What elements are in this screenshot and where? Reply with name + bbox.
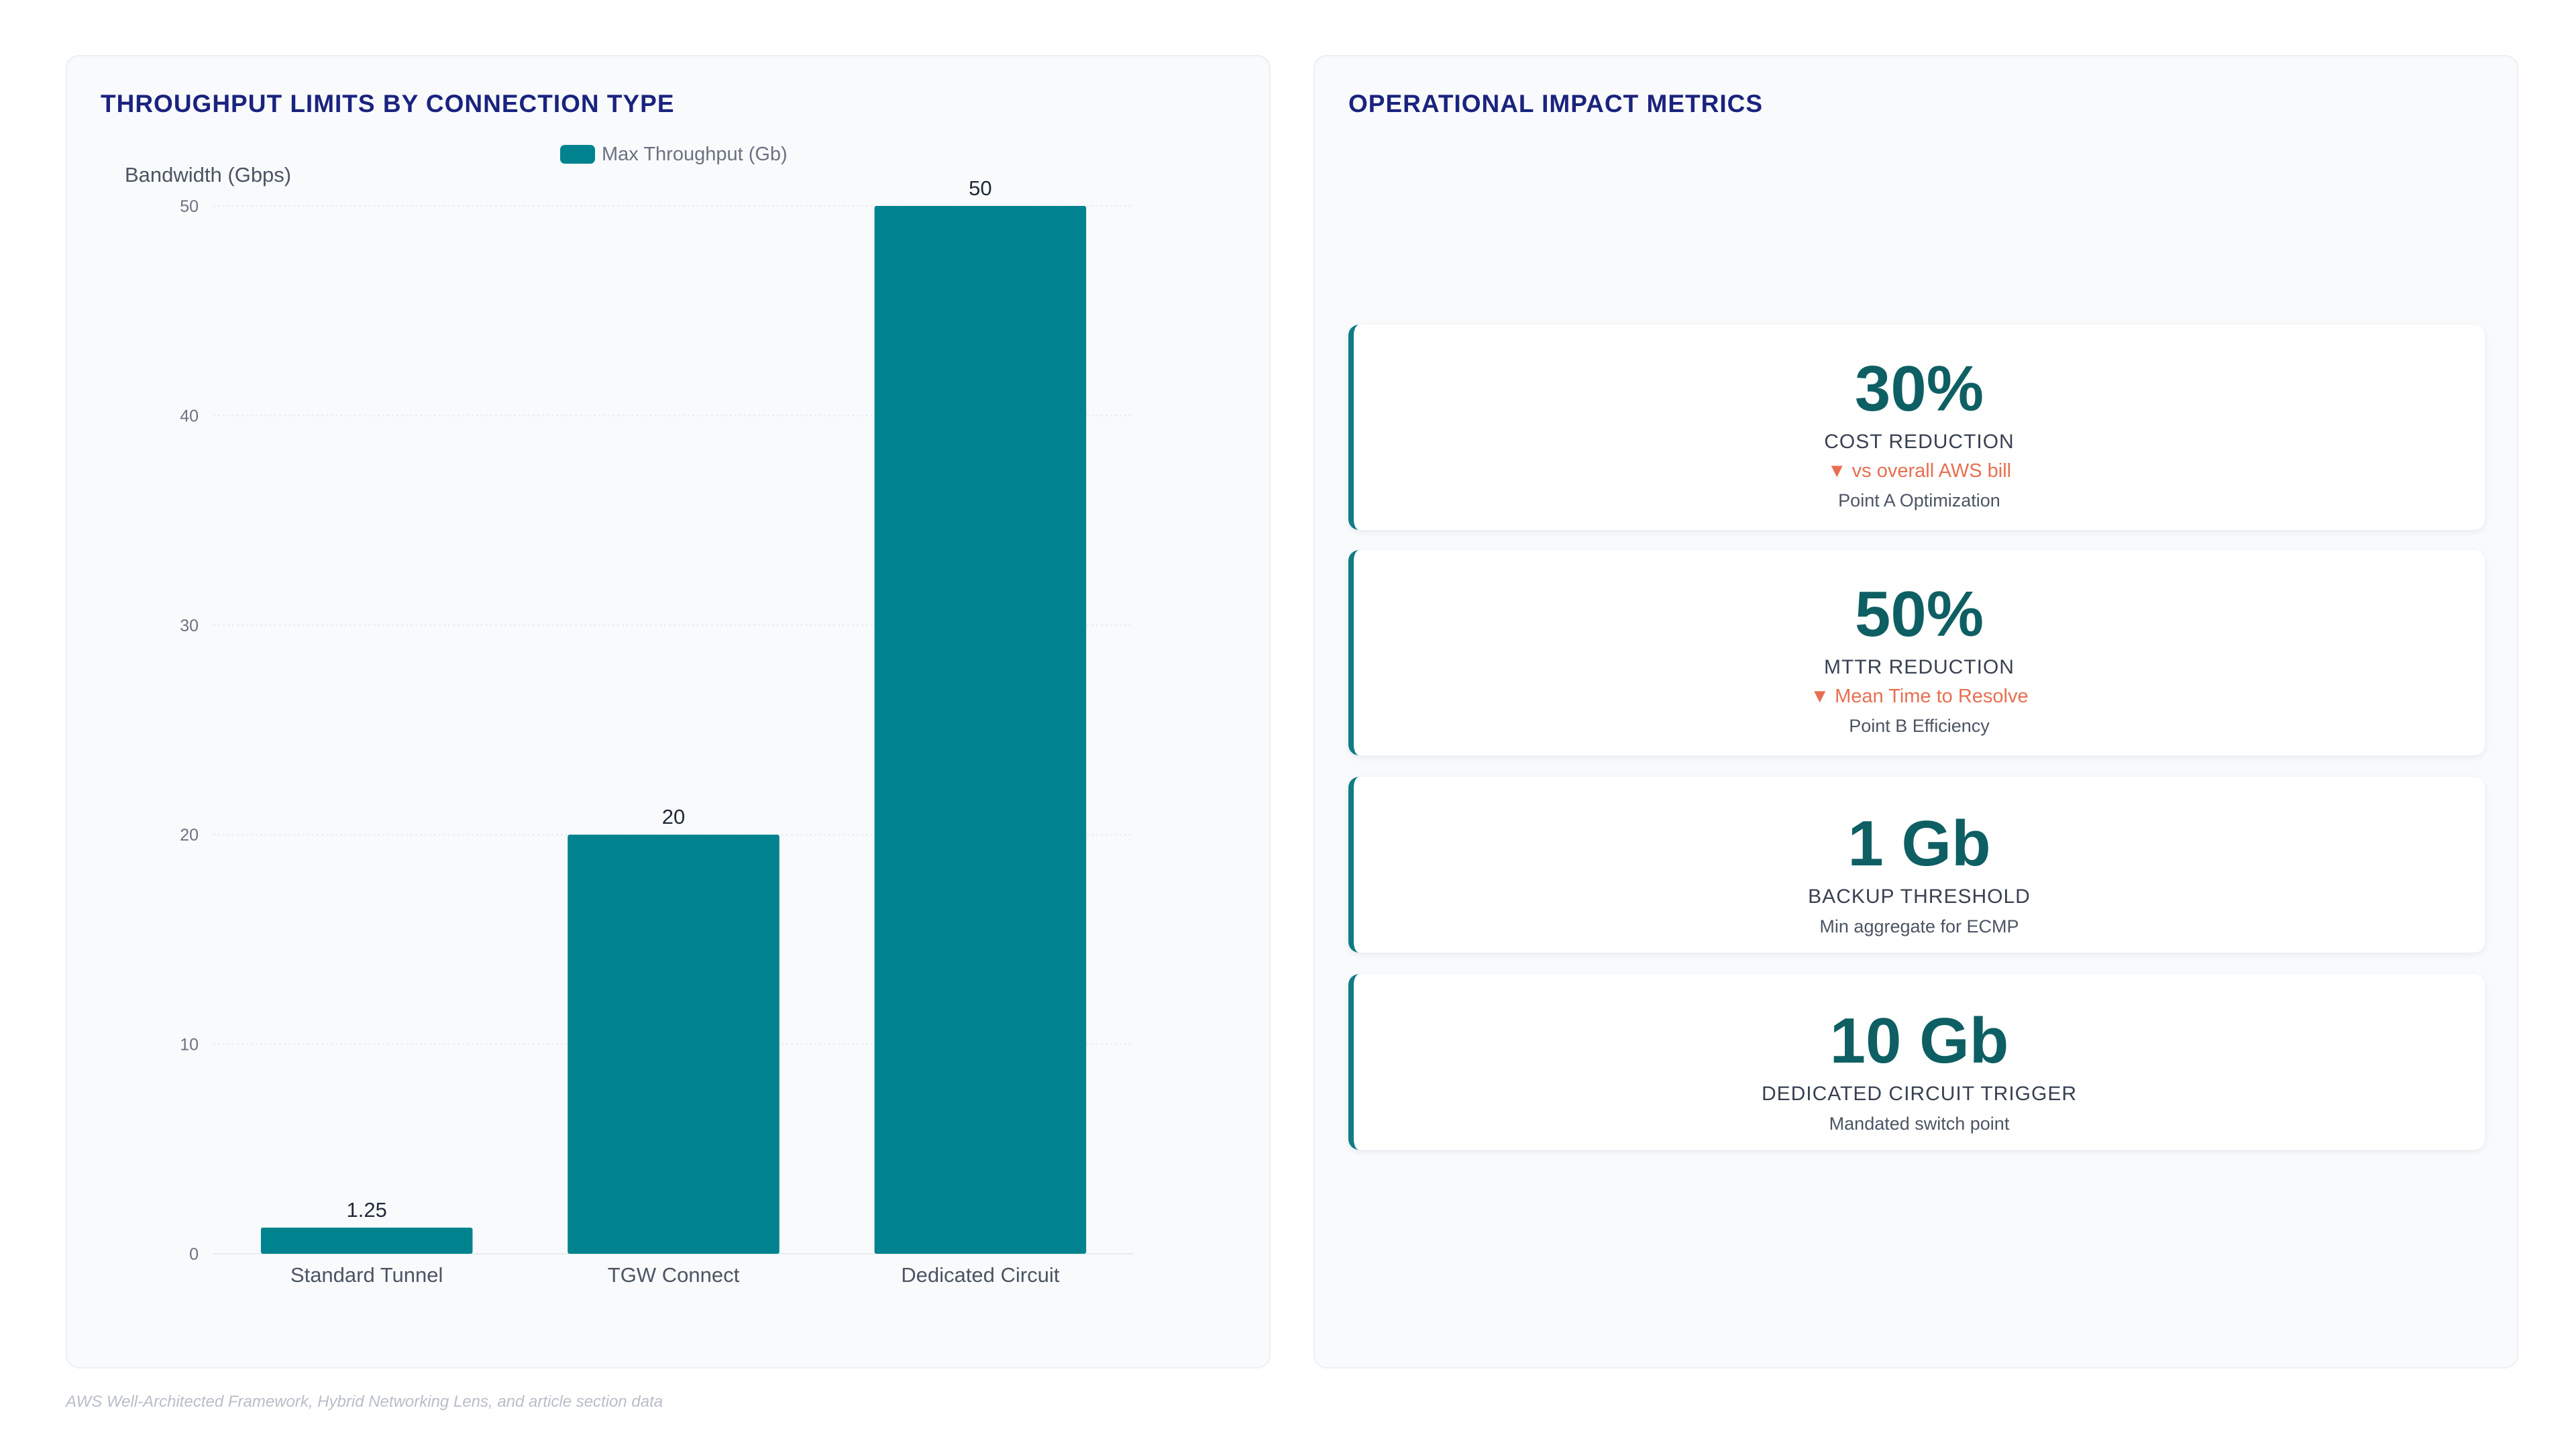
x-tick-label: Dedicated Circuit [901,1263,1059,1287]
y-tick-label: 0 [189,1245,199,1264]
x-tick-label: Standard Tunnel [290,1263,443,1287]
metric-trend: ▼ Mean Time to Resolve [1810,686,2029,707]
throughput-chart-panel: THROUGHPUT LIMITS BY CONNECTION TYPE 0 10… [66,55,1271,1368]
bar-value-label: 20 [662,805,685,828]
bar [260,1227,473,1254]
metric-value: 50% [1854,578,1984,650]
y-axis-ticks: 0 10 20 30 40 50 [180,197,199,1264]
metric-label: BACKUP THRESHOLD [1808,885,2031,908]
metric-value: 30% [1854,353,1984,425]
bar [568,835,780,1254]
chart-legend[interactable]: Max Throughput (Gb) [560,144,788,165]
metric-note: Min aggregate for ECMP [1819,916,2019,936]
metric-card-mttr-reduction: 50% MTTR REDUCTION ▼ Mean Time to Resolv… [1348,550,2485,755]
metric-note: Mandated switch point [1829,1114,2010,1134]
operational-metrics-panel: OPERATIONAL IMPACT METRICS 30% COST REDU… [1313,55,2518,1368]
y-axis-title: Bandwidth (Gbps) [125,163,291,186]
chart-bars [260,206,1087,1254]
metric-value: 10 Gb [1829,1005,2009,1077]
source-footnote: AWS Well-Architected Framework, Hybrid N… [66,1393,663,1411]
throughput-bar-chart: 0 10 20 30 40 50 1.25 20 50 Standard Tunnel TGW … [125,144,1134,1287]
metric-card-dedicated-circuit-trigger: 10 Gb DEDICATED CIRCUIT TRIGGER Mandated… [1348,974,2485,1150]
x-axis-labels: Standard Tunnel TGW Connect Dedicated Circ… [290,1263,1060,1287]
bar-value-label: 1.25 [346,1198,386,1222]
metric-note: Point B Efficiency [1849,716,1990,736]
metric-label: COST REDUCTION [1824,431,2015,453]
chart-panel-title: THROUGHPUT LIMITS BY CONNECTION TYPE [101,90,675,117]
metric-value: 1 Gb [1847,808,1991,879]
y-tick-label: 40 [180,407,199,425]
metric-note: Point A Optimization [1838,490,2000,511]
metric-card-cost-reduction: 30% COST REDUCTION ▼ vs overall AWS bill… [1348,325,2485,530]
y-tick-label: 10 [180,1036,199,1055]
y-tick-label: 20 [180,826,199,845]
legend-label: Max Throughput (Gb) [602,144,788,165]
metric-label: MTTR REDUCTION [1824,656,2015,678]
bar-value-label: 50 [969,176,991,200]
legend-swatch [560,145,595,164]
metric-label: DEDICATED CIRCUIT TRIGGER [1761,1083,2078,1105]
bar [874,206,1087,1254]
metric-trend: ▼ vs overall AWS bill [1827,460,2012,482]
x-tick-label: TGW Connect [608,1263,740,1287]
y-tick-label: 30 [180,616,199,635]
chart-data-labels: 1.25 20 50 [346,176,991,1222]
metrics-panel-title: OPERATIONAL IMPACT METRICS [1348,90,1763,117]
y-tick-label: 50 [180,197,199,216]
metric-card-backup-threshold: 1 Gb BACKUP THRESHOLD Min aggregate for … [1348,777,2485,953]
